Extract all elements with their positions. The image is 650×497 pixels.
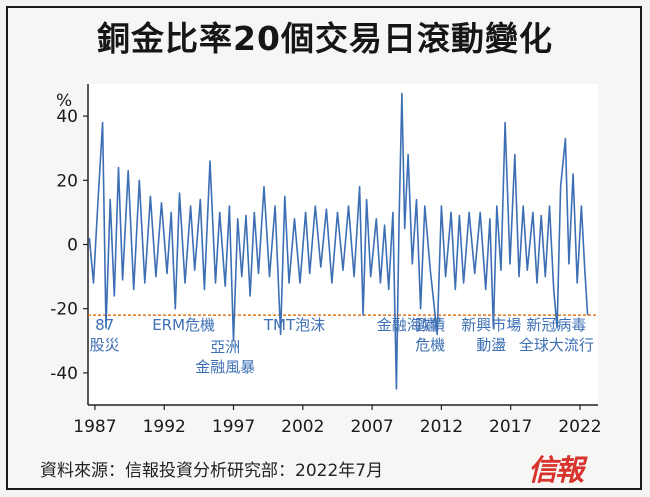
x-axis: 1987 1992 1997 2002 2007 2012 2017 2022 (73, 404, 602, 437)
y-axis-unit-label: % (56, 91, 72, 111)
source-note: 資料來源：信報投資分析研究部：2022年7月 (40, 461, 384, 481)
event-annotation-label: TMT泡沫 (263, 316, 325, 334)
event-annotation-label: 新冠病毒 (526, 316, 586, 334)
event-annotation-label: 股災 (90, 336, 120, 354)
x-tick-label: 2012 (420, 417, 463, 437)
x-tick-label: 1992 (143, 417, 186, 437)
x-tick-label: 2017 (489, 417, 532, 437)
x-tick-label: 2007 (350, 417, 393, 437)
series-line (88, 92, 589, 390)
brand-logo: 信報 (528, 453, 584, 487)
event-annotation-label: 新興市場 (461, 316, 521, 334)
y-tick-label: 40 (56, 107, 78, 127)
page-title: 銅金比率20個交易日滾動變化 (97, 19, 553, 58)
event-annotation-label: 危機 (415, 336, 445, 354)
y-tick-label: 0 (67, 236, 78, 256)
event-annotation-label: ERM危機 (152, 316, 215, 334)
x-tick-label: 2002 (281, 417, 324, 437)
y-tick-label: -20 (50, 300, 78, 320)
event-annotation-label: 全球大流行 (519, 336, 594, 354)
y-tick-label: -40 (50, 364, 78, 384)
y-tick-label: 20 (56, 171, 78, 191)
event-annotation-label: 87 (95, 316, 114, 334)
event-annotation-label: 動盪 (476, 336, 506, 354)
event-annotation-label: 亞洲 (210, 338, 240, 356)
event-annotation-label: 金融風暴 (195, 358, 255, 376)
x-tick-label: 1987 (73, 417, 116, 437)
x-tick-label: 2022 (558, 417, 601, 437)
event-annotation-label: 歐債 (415, 316, 445, 334)
event-annotation-label: 金融海嘯 (377, 316, 437, 334)
y-axis: 40 20 0 -20 -40 (50, 84, 89, 405)
x-tick-label: 1997 (212, 417, 255, 437)
